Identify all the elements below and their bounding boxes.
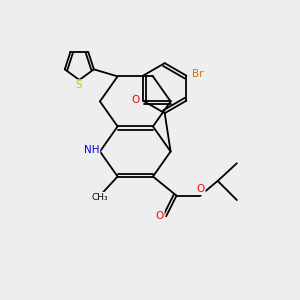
Text: CH₃: CH₃ xyxy=(92,193,108,202)
Text: O: O xyxy=(132,95,140,105)
Text: F: F xyxy=(131,94,137,104)
Text: O: O xyxy=(156,211,164,221)
Text: S: S xyxy=(75,80,82,90)
Text: O: O xyxy=(196,184,205,194)
Text: NH: NH xyxy=(84,145,99,155)
Text: Br: Br xyxy=(192,69,204,79)
